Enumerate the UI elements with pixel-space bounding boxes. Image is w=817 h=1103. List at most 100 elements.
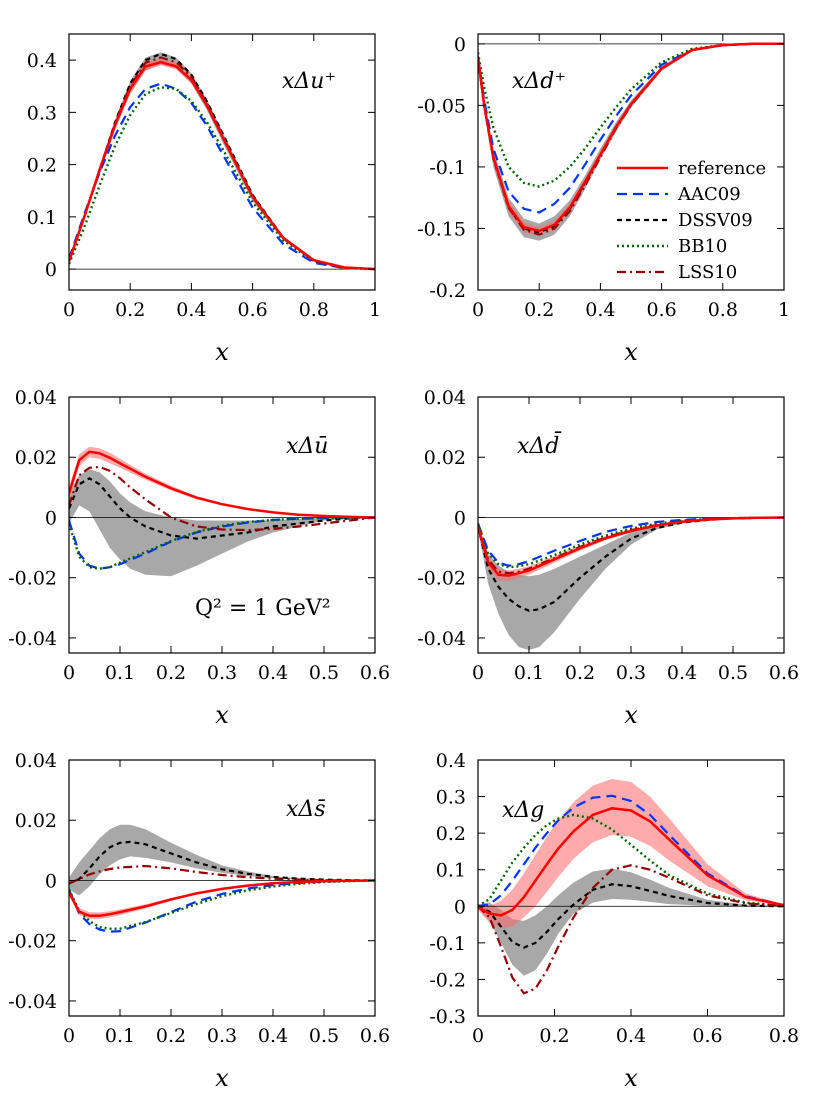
y-tick-label: 0.2 [436,823,466,845]
x-tick-label: 0.2 [539,1025,569,1047]
x-axis-label: x [215,701,229,729]
y-tick-label: 0.3 [436,787,466,809]
x-tick-label: 0.6 [646,299,676,321]
x-tick-label: 0.2 [156,662,186,684]
x-tick-label: 0.1 [514,662,544,684]
x-tick-label: 0.3 [207,1025,237,1047]
series-line-dssv09 [69,840,375,885]
y-tick-label: -0.02 [8,568,57,590]
plot-area [69,446,375,577]
uncertainty-band-gray [69,469,375,577]
y-tick-label: -0.15 [417,218,466,240]
x-tick-label: 1 [778,299,790,321]
panel-label: xΔū [286,434,328,459]
x-tick-label: 0.8 [708,299,738,321]
y-tick-label: 0.02 [424,447,466,469]
y-tick-label: 0 [45,507,57,529]
y-tick-label: -0.04 [8,628,57,650]
y-tick-label: -0.2 [429,969,466,991]
x-tick-label: 0.1 [105,662,135,684]
series-line-reference [478,807,784,917]
series-line-aac09 [69,516,375,570]
y-tick-label: -0.2 [429,280,466,302]
x-axis-label: x [215,1064,229,1092]
x-tick-label: 0.1 [105,1025,135,1047]
uncertainty-band-reference [478,779,784,929]
legend-label-dssv09: DSSV09 [678,210,753,231]
x-tick-label: 0.2 [115,299,145,321]
x-tick-label: 0.4 [616,1025,646,1047]
x-tick-label: 0.6 [360,1025,390,1047]
chart-panel-6: 0 0.2 0.4 0.6 0.8 0.4 0.3 0.2 0.1 0 -0.1 -0.2 -0.3 x x… [429,750,799,1092]
x-axis-label: x [624,701,638,729]
y-tick-label: -0.05 [417,95,466,117]
series-line-bb10 [69,516,375,570]
plot-area [69,824,375,933]
series-line-dssv09 [69,477,375,540]
x-tick-label: 0.4 [176,299,206,321]
x-tick-label: 0.5 [718,662,748,684]
series-line-bb10 [478,813,784,908]
x-tick-label: 0.2 [565,662,595,684]
x-tick-label: 0.2 [156,1025,186,1047]
series-line-bb10 [69,86,375,271]
series-line-reference [69,60,375,271]
y-tick-label: 0.04 [424,387,466,409]
plot-frame [68,33,376,291]
panel-label: xΔg [502,798,544,823]
series-line-dssv09 [478,883,784,949]
plot-area [478,42,784,241]
y-tick-label: 0.2 [27,155,57,177]
y-tick-label: -0.02 [8,931,57,953]
x-tick-label: 0.8 [769,1025,799,1047]
panel-label: xΔs̄ [286,797,326,822]
x-tick-label: 0 [472,1025,484,1047]
x-tick-label: 0.3 [616,662,646,684]
y-tick-label: 0.04 [15,387,57,409]
chart-panel-3: 0 0.1 0.2 0.3 0.4 0.5 0.6 0.04 0.02 0 -0.02 -0.04 x x… [8,387,390,729]
x-tick-label: 0.6 [692,1025,722,1047]
x-tick-label: 0.5 [309,662,339,684]
y-tick-label: 0 [45,870,57,892]
y-tick-label: 0.1 [27,207,57,229]
x-tick-label: 0 [63,299,75,321]
chart-panel-4: 0 0.1 0.2 0.3 0.4 0.5 0.6 0.04 0.02 0 -0.02 -0.04 x x… [417,387,799,729]
x-axis-label: x [624,1064,638,1092]
x-tick-label: 0.8 [299,299,329,321]
plot-area [478,516,784,650]
series-line-reference [478,42,784,233]
series-line-reference [478,516,784,577]
x-tick-label: 0.4 [258,1025,288,1047]
uncertainty-band-gray [478,517,784,650]
x-tick-label: 0 [63,1025,75,1047]
plot-area [69,52,375,271]
y-tick-label: -0.04 [8,991,57,1013]
x-tick-label: 0.6 [360,662,390,684]
y-tick-label: -0.1 [429,933,466,955]
y-tick-label: 0.02 [15,810,57,832]
x-axis-label: x [624,338,638,366]
panel-label: xΔd⁺ [512,69,566,94]
uncertainty-band-gray [69,824,375,896]
x-tick-label: 0.6 [237,299,267,321]
x-tick-label: 0 [472,299,484,321]
y-tick-label: -0.04 [417,628,466,650]
x-tick-label: 0.2 [524,299,554,321]
y-tick-label: -0.02 [417,568,466,590]
x-tick-label: 0.6 [769,662,799,684]
y-tick-label: 0.4 [436,750,466,772]
y-tick-label: -0.1 [429,157,466,179]
chart-panel-5: 0 0.1 0.2 0.3 0.4 0.5 0.6 0.04 0.02 0 -0.02 -0.04 x x… [8,750,390,1092]
legend-label-reference: reference [678,158,766,179]
y-tick-label: 0.3 [27,102,57,124]
series-line-lss10 [69,864,375,885]
series-line-aac09 [478,794,784,908]
panel-label: xΔu⁺ [282,69,336,94]
y-tick-label: 0 [45,259,57,281]
legend-label-aac09: AAC09 [677,184,741,205]
legend-label-lss10: LSS10 [678,262,737,283]
x-tick-label: 0.4 [585,299,615,321]
legend: reference AAC09 DSSV09 BB10 LSS10 [617,158,766,283]
x-tick-label: 0.5 [309,1025,339,1047]
panel-label: xΔd̄ [517,431,562,459]
